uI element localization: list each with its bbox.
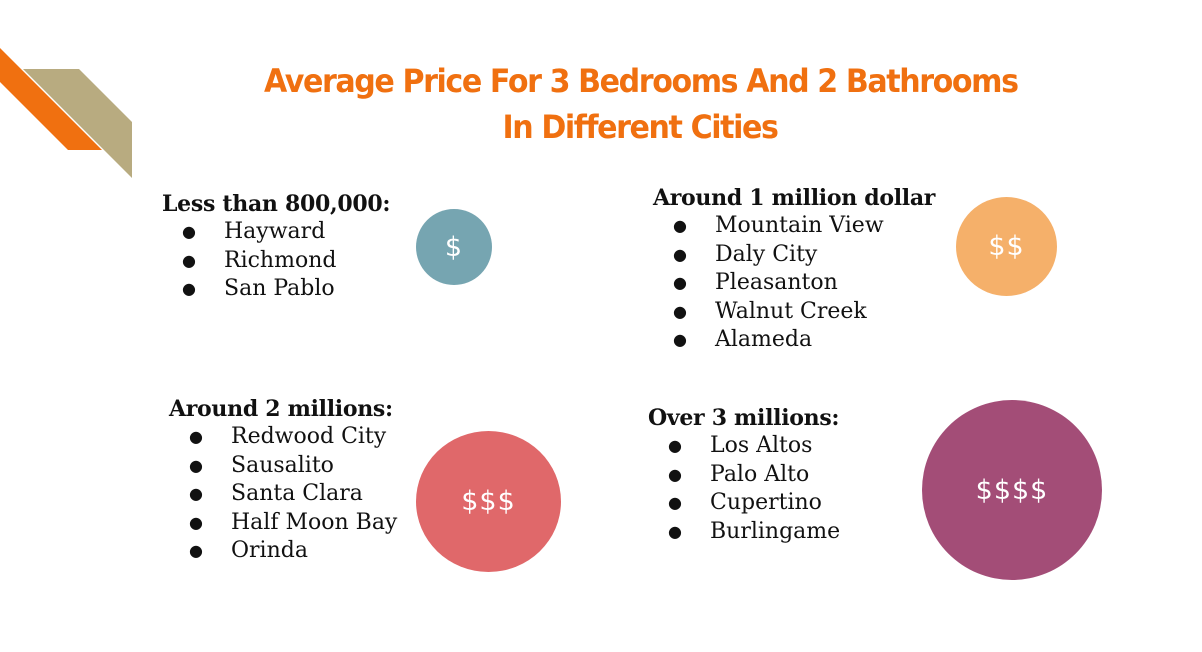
bullet-icon: ● (673, 301, 687, 321)
orange-ribbon (0, 48, 102, 150)
bullet-icon: ● (668, 436, 682, 455)
bullet-icon: ● (189, 427, 203, 446)
city-name: Hayward (224, 219, 326, 244)
bullet-icon: ● (189, 541, 203, 561)
city-name: Half Moon Bay (231, 509, 398, 535)
bullet-icon: ● (668, 493, 682, 513)
bullet-icon: ● (182, 222, 196, 241)
city-name: Los Altos (710, 433, 813, 458)
city-name: Mountain View (715, 213, 884, 238)
city-name: Orinda (231, 538, 308, 564)
price-circle-2: $$ (956, 197, 1057, 296)
price-group-over-3-millions: Over 3 millions: ● Los Altos ● Palo Alto ●… (648, 404, 908, 546)
list-item: ● Hayward (162, 218, 402, 247)
list-item: ● Daly City (653, 241, 913, 270)
bullet-icon: ● (673, 216, 687, 235)
city-list: ● Mountain View ● Daly City ● Pleasanton ● W… (653, 212, 935, 355)
list-item: ● Palo Alto (648, 461, 908, 490)
list-item: ● Orinda (169, 537, 429, 566)
tan-ribbon (23, 69, 132, 178)
price-group-1-million: Around 1 million dollar ● Mountain View ●… (653, 184, 935, 355)
city-name: Cupertino (710, 490, 822, 516)
list-item: ● Alameda (653, 326, 913, 355)
list-item: ● Pleasanton (653, 269, 913, 298)
price-group-under-800k: Less than 800,000: ● Hayward ● Richmond ● S… (162, 190, 402, 304)
bullet-icon: ● (668, 521, 682, 541)
bullet-icon: ● (182, 279, 196, 299)
list-item: ● Walnut Creek (653, 298, 913, 327)
list-item: ● Los Altos (648, 432, 908, 461)
corner-decoration (0, 48, 132, 178)
list-item: ● Santa Clara (169, 480, 429, 509)
city-list: ● Los Altos ● Palo Alto ● Cupertino ● Burlin… (648, 432, 908, 546)
city-name: Palo Alto (710, 461, 810, 487)
list-item: ● Cupertino (648, 489, 908, 518)
bullet-icon: ● (189, 484, 203, 504)
group-heading: Over 3 millions: (648, 405, 840, 431)
list-item: ● Half Moon Bay (169, 509, 429, 538)
bullet-icon: ● (182, 250, 196, 270)
bullet-icon: ● (673, 244, 687, 264)
title-line-1: Average Price For 3 Bedrooms And 2 Bathr… (264, 62, 1019, 100)
bullet-icon: ● (189, 455, 203, 475)
price-circle-4: $$$$ (922, 400, 1102, 580)
city-name: Walnut Creek (715, 298, 867, 324)
page-title: Average Price For 3 Bedrooms And 2 Bathr… (264, 58, 1019, 150)
list-item: ● Mountain View (653, 212, 913, 241)
city-name: Redwood City (231, 424, 387, 449)
city-name: Alameda (715, 327, 813, 353)
group-heading: Around 1 million dollar (653, 185, 936, 211)
list-item: ● Burlingame (648, 518, 908, 547)
list-item: ● Richmond (162, 247, 402, 276)
city-name: San Pablo (224, 276, 335, 302)
list-item: ● Sausalito (169, 452, 429, 481)
price-symbol: $$ (988, 231, 1025, 262)
bullet-icon: ● (673, 273, 687, 293)
city-name: Burlingame (710, 518, 841, 544)
city-name: Sausalito (231, 452, 334, 478)
city-list: ● Hayward ● Richmond ● San Pablo (162, 218, 402, 304)
price-circle-1: $ (416, 209, 492, 285)
list-item: ● San Pablo (162, 275, 402, 304)
group-heading: Less than 800,000: (162, 191, 391, 217)
city-name: Pleasanton (715, 270, 838, 296)
price-group-2-millions: Around 2 millions: ● Redwood City ● Sausal… (169, 395, 429, 566)
price-symbol: $$$ (461, 486, 516, 517)
list-item: ● Redwood City (169, 423, 429, 452)
bullet-icon: ● (668, 464, 682, 484)
price-symbol: $ (444, 231, 464, 263)
price-symbol: $$$$ (975, 474, 1049, 506)
bullet-icon: ● (189, 512, 203, 532)
city-list: ● Redwood City ● Sausalito ● Santa Clara ● H… (169, 423, 429, 566)
price-circle-3: $$$ (416, 431, 561, 572)
title-line-2: In Different Cities (502, 108, 778, 146)
group-heading: Around 2 millions: (169, 396, 393, 422)
city-name: Santa Clara (231, 481, 363, 507)
city-name: Richmond (224, 247, 337, 273)
city-name: Daly City (715, 241, 818, 267)
bullet-icon: ● (673, 330, 687, 350)
